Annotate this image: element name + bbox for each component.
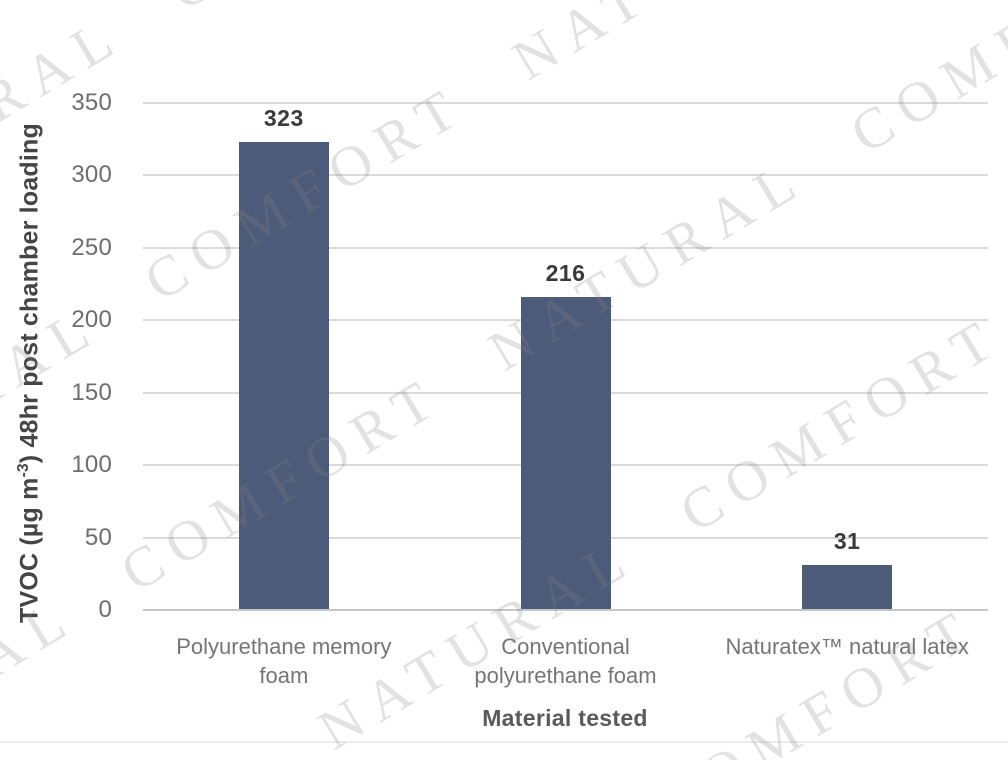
y-tick-label: 250 [71,233,112,261]
category-label: Polyurethane memory foam [176,634,392,688]
gridline [143,174,988,177]
y-tick-label: 0 [98,596,112,623]
y-tick-label: 300 [71,161,112,189]
category-label: Naturatex™ natural latex [725,634,969,659]
bar-value-label: 216 [545,260,586,287]
y-tick-label: 200 [71,306,112,334]
bar [520,297,611,610]
bottom-divider [0,741,1008,743]
x-axis-title: Material tested [482,705,648,731]
y-tick-label: 50 [84,523,112,551]
bar [238,142,329,610]
y-tick-label: 150 [71,378,112,406]
y-tick-label: 100 [71,451,112,479]
gridline [143,246,988,249]
category-label: Conventional polyurethane foam [474,634,657,688]
y-axis-title-superscript: -3 [15,463,32,478]
bar-value-label: 323 [263,105,304,132]
gridline [143,102,988,104]
bar [802,565,893,610]
y-tick-label: 350 [71,89,112,116]
bar-value-label: 31 [833,528,861,555]
x-axis-line [143,609,988,611]
